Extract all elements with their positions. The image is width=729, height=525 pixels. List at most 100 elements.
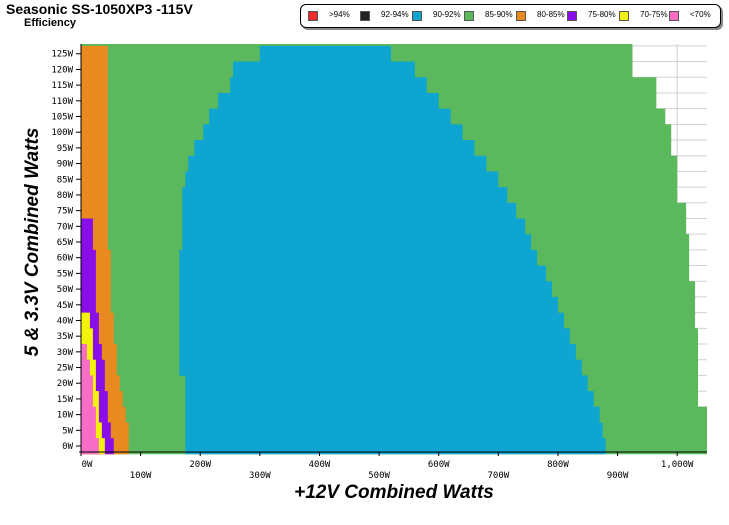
heat-cell [179,344,576,361]
heat-cell [185,406,600,423]
heat-cell [81,140,108,157]
y-tick-label: 20W [57,379,74,389]
y-tick-label: 120W [51,65,73,75]
heat-cell [185,375,588,392]
heat-cell [81,124,108,141]
legend-label: 85-90% [485,10,513,19]
heat-cell [81,61,108,78]
x-tick-label: 800W [547,460,569,470]
y-tick-label: 100W [51,128,73,138]
heat-cell [179,249,538,266]
legend: >94% 92-94% 90-92% 85-90% 80-85% 75-80% 70-75%… [300,4,721,28]
heat-cell [81,202,108,219]
heat-cell [81,234,93,251]
y-tick-label: 75W [57,207,74,217]
legend-label: 70-75% [640,10,668,19]
x-tick-label: 300W [249,471,271,481]
chart-subtitle: Efficiency [24,17,76,29]
y-tick-label: 35W [57,332,74,342]
heat-cell [179,328,570,345]
y-axis-title: 5 & 3.3V Combined Watts [22,128,43,357]
heat-cell [179,265,547,282]
heat-cell [185,438,606,455]
heat-cell [182,234,532,251]
y-tick-label: 85W [57,175,74,185]
legend-swatch [619,11,629,21]
legend-swatch [669,11,679,21]
y-tick-label: 30W [57,348,74,358]
heat-cell [81,171,108,188]
heat-cell [81,77,108,94]
heat-cell [194,140,475,157]
heat-cell [81,391,93,408]
chart-title: Seasonic SS-1050XP3 -115V [6,1,193,17]
y-tick-label: 15W [57,395,74,405]
y-tick-label: 60W [57,254,74,264]
heat-cell [259,45,392,62]
y-tick-label: 125W [51,50,73,60]
legend-label: 80-85% [537,10,565,19]
legend-label: 92-94% [381,10,409,19]
heat-cell [203,124,463,141]
heat-cell [179,281,552,298]
heat-cell [81,45,108,62]
heat-cell [81,312,90,329]
heat-cell [185,422,603,439]
legend-swatch [412,11,422,21]
legend-swatch [360,11,370,21]
heat-cell [182,202,517,219]
y-tick-label: 50W [57,285,74,295]
heat-cell [81,92,108,110]
legend-label: 90-92% [433,10,461,19]
heat-cell [81,344,87,361]
x-tick-label: 500W [368,471,390,481]
legend-label: <70% [690,10,711,19]
y-tick-label: 105W [51,112,73,122]
y-tick-label: 55W [57,269,74,279]
x-tick-label: 100W [130,471,152,481]
legend-swatch [464,11,474,21]
legend-swatch [567,11,577,21]
region-90-92- [179,45,606,455]
heat-cell [81,218,93,235]
y-tick-label: 95W [57,144,74,154]
heat-cell [179,312,564,329]
heat-cell [218,92,439,110]
heat-cell [81,296,96,314]
y-tick-label: 25W [57,364,74,374]
y-tick-label: 80W [57,191,74,201]
x-tick-label: 0W [82,460,93,470]
legend-label: >94% [329,10,350,19]
x-tick-label: 1,000W [661,460,694,470]
y-tick-label: 110W [51,97,73,107]
heat-cell [179,359,582,376]
y-tick-label: 70W [57,222,74,232]
x-tick-label: 200W [189,460,211,470]
y-tick-label: 45W [57,301,74,311]
y-tick-label: 90W [57,160,74,170]
legend-swatch [308,11,318,21]
heat-cell [81,108,108,125]
region--70- [81,344,99,455]
heat-cell [81,249,96,266]
heat-cell [81,328,93,345]
heat-cell [81,265,96,282]
y-tick-label: 10W [57,411,74,421]
heat-cell [81,422,96,439]
heat-cell [81,359,90,376]
heat-cell [185,171,499,188]
x-axis-title: +12V Combined Watts [294,482,494,503]
heat-cell [182,218,526,235]
heat-cell [81,281,96,298]
heat-cell [81,44,633,47]
heat-cell [209,108,451,125]
heat-cell [233,61,415,78]
heat-cell [185,391,594,408]
heat-cell [188,155,487,172]
x-tick-label: 600W [428,460,450,470]
legend-swatch [516,11,526,21]
y-tick-label: 0W [62,442,73,452]
y-tick-label: 40W [57,316,74,326]
heat-cell [81,187,108,204]
